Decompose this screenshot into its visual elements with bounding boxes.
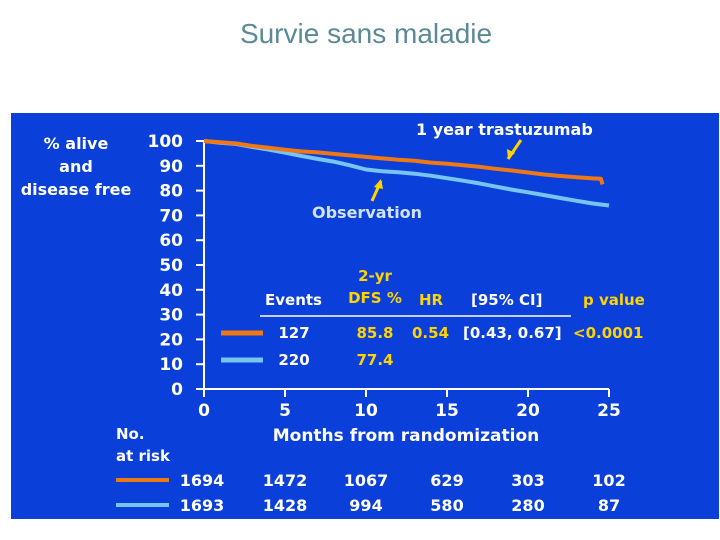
ci-value: [0.43, 0.67] [463,324,562,342]
x-tick-label: 20 [516,401,540,421]
dfs-header-line2: DFS % [348,289,402,307]
observation-annotation: Observation [312,203,422,222]
risk-label-line1: No. [116,425,145,443]
y-tick-label: 90 [159,157,183,177]
trastuzumab-annotation: 1 year trastuzumab [416,120,593,139]
x-tick-label: 5 [279,401,291,421]
risk-value: 629 [430,471,463,490]
trastuzumab-arrowhead [507,149,515,159]
risk-value: 1067 [344,471,389,490]
y-tick-label: 40 [159,281,183,301]
risk-value: 87 [598,496,620,515]
risk-value: 303 [511,471,544,490]
risk-value: 102 [592,471,625,490]
hr-value: 0.54 [412,324,449,342]
dfs-value: 77.4 [356,351,393,369]
y-tick-label: 20 [159,330,183,350]
y-tick-label: 50 [159,256,183,276]
events-value: 220 [278,351,309,369]
dfs-header-line1: 2-yr [358,267,392,285]
risk-value: 994 [349,496,382,515]
series-line-observation [203,139,610,208]
y-tick-label: 10 [159,355,183,375]
x-tick-label: 10 [354,401,378,421]
y-axis-label: disease free [21,180,132,199]
risk-value: 1428 [263,496,308,515]
y-tick-label: 80 [159,182,183,202]
y-tick-label: 0 [171,380,183,400]
x-axis-label: Months from randomization [273,426,540,446]
chart-panel: % alive and disease free 0 10 20 30 40 50 60 70 80… [11,113,719,519]
risk-value: 1694 [180,471,225,490]
y-tick-label: 30 [159,306,183,326]
ci-header: [95% CI] [471,291,542,309]
y-tick-label: 60 [159,231,183,251]
risk-value: 1472 [263,471,308,490]
y-tick-label: 70 [159,206,183,226]
risk-value: 1693 [180,496,225,515]
x-tick-label: 25 [597,401,621,421]
x-tick-label: 0 [198,401,210,421]
events-header: Events [265,291,322,309]
y-axis-label: % alive [44,134,109,153]
dfs-value: 85.8 [356,324,393,342]
risk-label-line2: at risk [116,447,171,465]
x-tick-label: 15 [435,401,459,421]
pvalue-value: <0.0001 [573,324,643,342]
hr-header: HR [419,291,444,309]
series-line-trastuzumab [203,139,605,185]
observation-arrowhead [374,179,383,189]
risk-value: 280 [511,496,544,515]
slide-title: Survie sans maladie [239,18,493,49]
risk-value: 580 [430,496,463,515]
y-tick-label: 100 [148,132,184,152]
events-value: 127 [278,324,309,342]
pvalue-header: p value [583,291,645,309]
y-axis-label: and [59,157,93,176]
